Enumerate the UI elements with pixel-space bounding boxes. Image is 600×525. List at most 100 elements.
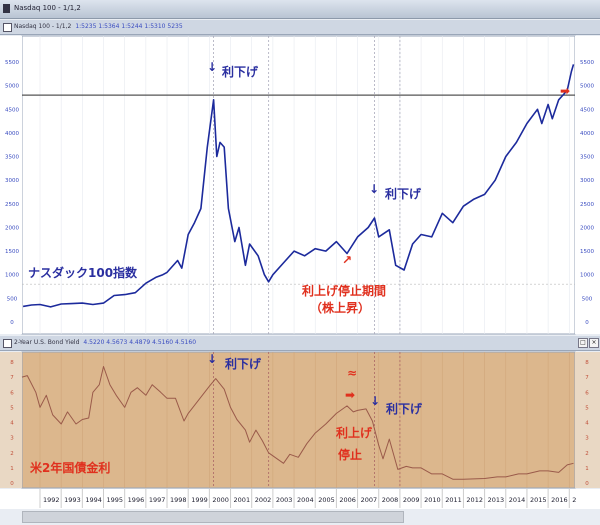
x-tick-label: 2008 — [382, 496, 399, 504]
y-tick-label-left: 1500 — [5, 249, 19, 255]
panel-menu-icon[interactable] — [3, 339, 12, 348]
x-tick-label: 2003 — [276, 496, 293, 504]
y-tick-label-left: 2500 — [5, 202, 19, 208]
upper-panel-title: Nasdaq 100 - 1/1,2 — [14, 23, 72, 30]
y-axis-area-left — [0, 352, 22, 488]
y-axis-area — [575, 36, 600, 334]
y-tick-label: 0 — [585, 320, 589, 326]
y-tick-label-left: 2000 — [5, 225, 19, 231]
rate-cut-arrow-icon: ↓ — [207, 60, 218, 74]
y-tick-label: 3500 — [580, 155, 594, 161]
series-line — [22, 64, 575, 308]
nasdaq-label: ナスダック100指数 — [28, 266, 138, 280]
x-tick-label: 1998 — [170, 496, 187, 504]
y-tick-label: 1000 — [580, 273, 594, 279]
y-tick-label: 6 — [585, 390, 589, 396]
y-tick-label: 3 — [585, 436, 589, 442]
upper-panel-values: 1:5235 1:5364 1:5244 1:5310 5235 — [75, 23, 183, 30]
x-tick-label: 2001 — [234, 496, 251, 504]
rate-cut-label-2: 利下げ — [385, 187, 422, 201]
y-tick-label-left: 1000 — [5, 273, 19, 279]
red-arrow-icon: ➡ — [560, 84, 571, 98]
y-tick-label-left: 0 — [10, 320, 14, 326]
y-tick-label-left: 3500 — [5, 155, 19, 161]
x-tick-label: 2002 — [255, 496, 272, 504]
y-tick-label-left: 500 — [7, 296, 18, 302]
y-tick-label: 2000 — [580, 225, 594, 231]
y-tick-label: 4500 — [580, 107, 594, 113]
x-tick-label: 2014 — [509, 496, 526, 504]
y-tick-label-left: 7 — [10, 375, 14, 381]
x-tick-label: 1999 — [191, 496, 208, 504]
x-tick-label: 1996 — [128, 496, 145, 504]
y-tick-label: 4 — [585, 421, 589, 427]
y-tick-label: 0 — [585, 481, 589, 487]
x-tick-label: 1997 — [149, 496, 166, 504]
y-tick-label: 5500 — [580, 60, 594, 66]
series-line — [21, 366, 574, 480]
window-icon — [3, 4, 10, 13]
maximize-panel-button[interactable]: □ — [578, 338, 588, 348]
y-tick-label-left: 4 — [10, 421, 14, 427]
y-tick-label: 5000 — [580, 84, 594, 90]
lower-panel-header: 2-Year U.S. Bond Yield 4.5220 4.5673 4.48… — [0, 336, 600, 351]
y-tick-label: 500 — [582, 296, 593, 302]
y-tick-label: 2 — [585, 451, 589, 457]
stock-rise-label: （株上昇） — [310, 301, 371, 315]
rate-cut-arrow-icon: ↓ — [207, 352, 218, 366]
x-tick-label: 1995 — [107, 496, 124, 504]
x-tick-label: 2005 — [318, 496, 335, 504]
rate-cut-label-4: 利下げ — [386, 402, 423, 416]
x-tick-label: 2006 — [339, 496, 356, 504]
x-tick-label: 2012 — [466, 496, 483, 504]
pause-period-label: 利上げ停止期間 — [302, 284, 387, 298]
x-tick-label: 1993 — [64, 496, 81, 504]
x-tick-label: 1992 — [43, 496, 60, 504]
rate-cut-label-1: 利下げ — [222, 65, 259, 79]
panel-menu-icon[interactable] — [3, 23, 12, 32]
x-tick-label: 2010 — [424, 496, 441, 504]
y-tick-label-left: 6 — [10, 390, 14, 396]
plot-area — [21, 351, 576, 489]
y-tick-label-left: 5000 — [5, 84, 19, 90]
close-panel-button[interactable]: × — [589, 338, 599, 348]
y-axis-area-left — [0, 36, 22, 334]
up-arrow-icon: ↗ — [342, 253, 353, 267]
y-tick-label: 5 — [585, 405, 589, 411]
rate-cut-label-3: 利下げ — [225, 357, 262, 371]
y-axis-area — [575, 352, 600, 488]
x-tick-label: 2004 — [297, 496, 314, 504]
x-tick-label: 2000 — [212, 496, 229, 504]
y-tick-label-left: 8 — [10, 360, 14, 366]
upper-panel-header: Nasdaq 100 - 1/1,2 1:5235 1:5364 1:5244 1… — [0, 20, 600, 35]
lower-panel-values: 4.5220 4.5673 4.4879 4.5160 4.5160 — [83, 339, 197, 346]
hike-pause-label-2: 停止 — [338, 448, 363, 462]
y-tick-label-left: 4500 — [5, 107, 19, 113]
lower-panel-title: 2-Year U.S. Bond Yield — [14, 339, 80, 346]
horizontal-scrollbar[interactable] — [22, 511, 404, 523]
wave-mark: ≈ — [347, 366, 358, 380]
x-tick-label: 2016 — [551, 496, 568, 504]
x-tick-label: 2007 — [361, 496, 378, 504]
y-tick-label: 8 — [585, 360, 589, 366]
y-tick-label: 7 — [585, 375, 589, 381]
y-tick-label-left: 3 — [10, 436, 14, 442]
x-tick-label: 2009 — [403, 496, 420, 504]
y-tick-label-left: 2 — [10, 451, 14, 457]
y-tick-label-left: 5500 — [5, 60, 19, 66]
right-arrow-icon: ➡ — [345, 388, 356, 402]
hike-pause-label-1: 利上げ — [336, 426, 373, 440]
y-tick-label-left: 3000 — [5, 178, 19, 184]
y-tick-label-left: 1 — [10, 466, 14, 472]
window-titlebar: Nasdaq 100 - 1/1,2 — [0, 0, 600, 19]
y-tick-label-left: 4000 — [5, 131, 19, 137]
y-tick-label: 1500 — [580, 249, 594, 255]
window-title: Nasdaq 100 - 1/1,2 — [14, 4, 81, 12]
yield-label: 米2年国債金利 — [30, 461, 111, 475]
y-tick-label: 1 — [585, 466, 589, 472]
x-tick-label: 2 — [572, 496, 576, 504]
x-tick-label: 2011 — [445, 496, 462, 504]
x-tick-label: 2013 — [488, 496, 505, 504]
y-tick-label: 3000 — [580, 178, 594, 184]
